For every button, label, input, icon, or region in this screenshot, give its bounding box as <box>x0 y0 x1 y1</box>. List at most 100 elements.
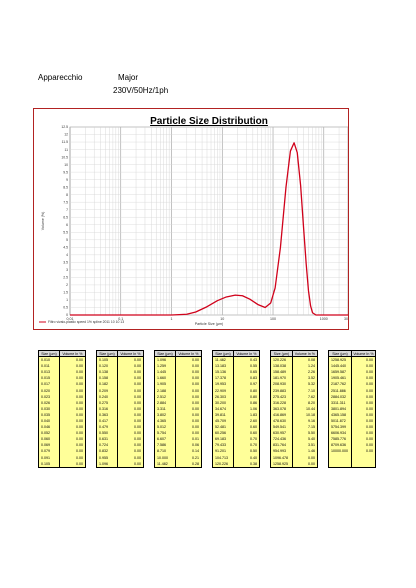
table-row: 0.724 0.00 <box>96 442 145 449</box>
volume-cell: 3.51 <box>291 442 319 449</box>
table-row: 4365.158 0.00 <box>328 411 377 418</box>
table-row: 478.630 9.16 <box>270 417 319 425</box>
table-row: 724.436 5.40 <box>270 436 319 443</box>
volume-cell: 0.70 <box>232 442 261 449</box>
table-row: 0.275 0.00 <box>96 399 145 406</box>
volume-cell: 0.00 <box>174 369 203 376</box>
size-table: Size (µm) Volume In % 0.105 0.00 0.120 0.00 0.… <box>96 350 145 468</box>
volume-cell: 0.00 <box>174 356 203 364</box>
volume-cell: 0.00 <box>58 411 87 418</box>
volume-cell: 0.00 <box>350 417 377 425</box>
size-table: Size (µm) Volume In % 11.482 0.43 13.183 0.55… <box>212 350 261 468</box>
y-tick-label: 10.5 <box>61 155 68 159</box>
volume-cell: 10.44 <box>291 405 319 412</box>
y-tick-label: 6.5 <box>63 215 68 219</box>
table-row: 2.884 0.00 <box>154 399 203 406</box>
volume-cell <box>350 454 377 461</box>
chart-title: Particle Size Distribution <box>150 116 268 127</box>
table-row: 0.240 0.00 <box>96 393 145 400</box>
volume-cell: 0.65 <box>232 369 261 376</box>
volume-cell: 0.00 <box>174 387 203 394</box>
size-table: Size (µm) Volume In % 1.096 0.00 1.259 0.00 1.… <box>154 350 203 468</box>
table-row: 0.832 0.00 <box>96 448 145 455</box>
header-label: Apparecchio <box>38 73 83 82</box>
x-tick-label: 100 <box>270 317 276 321</box>
table-row: 1.096 0.00 <box>96 460 145 468</box>
volume-cell: 0.00 <box>58 460 87 468</box>
table-row: 0.138 0.00 <box>96 369 145 376</box>
volume-cell: 0.00 <box>174 399 203 406</box>
chart-frame: Particle Size Distribution 0 0.5 1 1.5 2 2.5 3 3… <box>33 108 349 330</box>
volume-cell: 0.00 <box>291 460 319 468</box>
table-row: 11.482 0.43 <box>212 356 261 364</box>
volume-cell: 0.60 <box>232 430 261 437</box>
size-cell: 0.105 <box>38 460 60 468</box>
y-tick-label: 7 <box>66 208 68 212</box>
table-row: 0.158 0.00 <box>96 375 145 382</box>
table-row: 0.023 0.00 <box>38 393 87 400</box>
volume-cell: 0.00 <box>350 448 377 455</box>
table-row: 0.182 0.00 <box>96 381 145 388</box>
volume-cell: 1.24 <box>291 363 319 370</box>
volume-cell: 0.00 <box>58 381 87 388</box>
table-row: 1258.925 0.00 <box>328 356 377 364</box>
table-row: 0.079 0.00 <box>38 448 87 455</box>
size-cell: 1.096 <box>154 356 176 364</box>
volume-cell: 0.00 <box>350 387 377 394</box>
table-row: 0.030 0.00 <box>38 405 87 412</box>
table-row: 60.256 0.60 <box>212 430 261 437</box>
volume-cell: 0.86 <box>232 399 261 406</box>
volume-cell: 0.00 <box>116 448 145 455</box>
volume-cell: 0.00 <box>116 393 145 400</box>
y-tick-label: 0.5 <box>63 306 68 310</box>
table-row: 5011.872 0.00 <box>328 417 377 425</box>
size-cell: 1.096 <box>96 460 118 468</box>
table-row: 34.674 1.06 <box>212 405 261 412</box>
volume-cell: 0.00 <box>291 454 319 461</box>
table-row: 79.433 0.70 <box>212 442 261 449</box>
volume-cell: 0.00 <box>58 424 87 431</box>
table-row: 0.026 0.00 <box>38 399 87 406</box>
volume-cell: 0.00 <box>116 356 145 364</box>
volume-cell: 0.00 <box>58 430 87 437</box>
table-row: 3.802 0.00 <box>154 411 203 418</box>
volume-cell: 0.00 <box>174 417 203 425</box>
table-row: 1.660 0.00 <box>154 375 203 382</box>
table-row: 0.060 0.00 <box>38 436 87 443</box>
volume-cell: 0.00 <box>58 442 87 449</box>
table-row: 0.479 0.00 <box>96 424 145 431</box>
volume-cell: 0.00 <box>58 399 87 406</box>
table-row: 17.378 0.83 <box>212 375 261 382</box>
table-row: 0.069 0.00 <box>38 442 87 449</box>
volume-cell: 7.15 <box>291 424 319 431</box>
legend-label: Filtro vivaio-plastic speed 1% spline 20… <box>48 320 124 324</box>
y-tick-label: 5.5 <box>63 230 68 234</box>
size-table: Size (µm) Volume In % 120.226 0.08 138.038 1.… <box>270 350 319 468</box>
volume-cell: 0.00 <box>116 424 145 431</box>
table-row: 0.020 0.00 <box>38 387 87 394</box>
table-row <box>328 460 377 468</box>
table-row: 120.226 0.08 <box>270 356 319 364</box>
y-tick-label: 7.5 <box>63 200 68 204</box>
table-row: 6.607 0.01 <box>154 436 203 443</box>
table-row: 0.316 0.00 <box>96 405 145 412</box>
volume-cell: 0.00 <box>174 393 203 400</box>
table-row <box>328 454 377 461</box>
y-tick-label: 3.5 <box>63 261 68 265</box>
table-row: 0.209 0.00 <box>96 387 145 394</box>
table-row: 10000.000 0.00 <box>328 448 377 455</box>
volume-cell: 2.26 <box>291 369 319 376</box>
volume-cell: 0.00 <box>58 369 87 376</box>
volume-cell: 0.08 <box>291 356 319 364</box>
y-tick-label: 12 <box>64 133 68 137</box>
size-cell: 120.226 <box>270 356 293 364</box>
volume-cell: 1.46 <box>291 448 319 455</box>
table-row: 0.120 0.00 <box>96 363 145 370</box>
volume-cell: 0.00 <box>116 436 145 443</box>
table-row: 120.226 0.38 <box>212 460 261 468</box>
volume-cell: 0.00 <box>58 417 87 425</box>
volume-cell: 0.00 <box>116 381 145 388</box>
volume-cell: 0.00 <box>116 411 145 418</box>
volume-cell: 0.00 <box>58 454 87 461</box>
table-row: 8.710 0.14 <box>154 448 203 455</box>
